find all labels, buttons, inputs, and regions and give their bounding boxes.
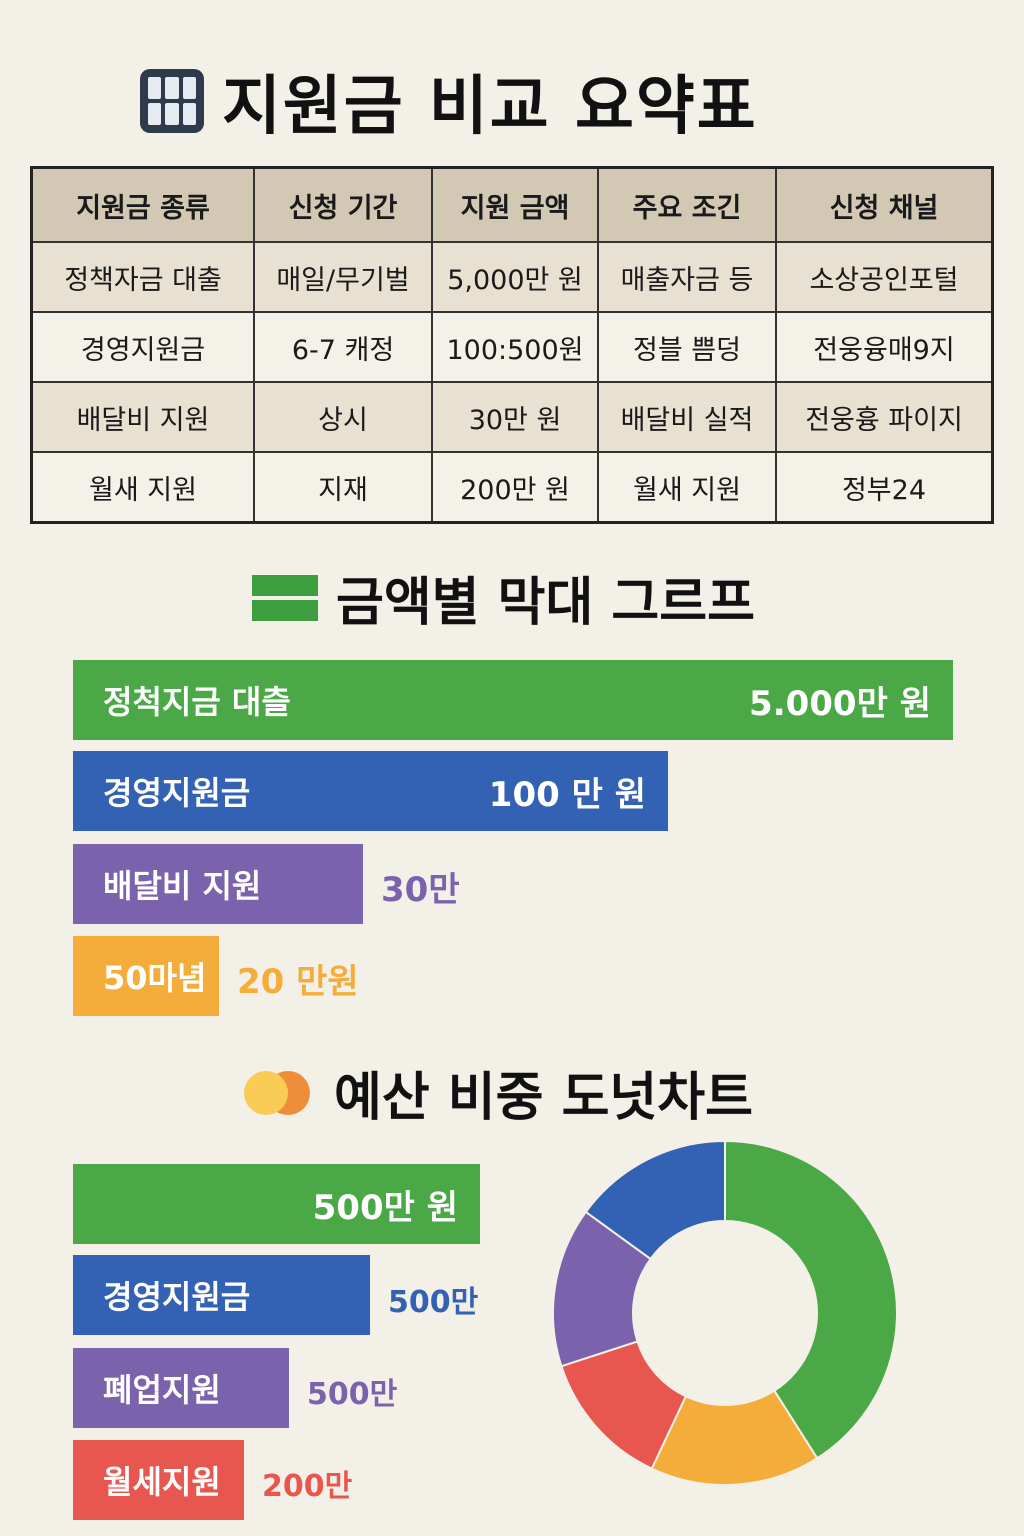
table-cell: 5,000만 원 [431,241,599,313]
column-header: 지원 금액 [431,166,599,243]
bar-value-label: 200만 [262,1469,353,1504]
bar: 50마념 [73,936,219,1016]
table-cell: 30만 원 [431,381,599,453]
table-cell: 배달비 지원 [30,381,255,453]
bar-chart-title: 금액별 막대 그르프 [252,560,755,635]
table-cell: 정책자금 대출 [30,241,255,313]
page-title-text: 지원금 비교 요약표 [222,70,758,144]
bar-value-label: 20 만원 [237,962,359,1002]
bar-label: 배달비 지원 [103,867,262,905]
table-icon [140,69,204,133]
bar-label: 경영지원금 [103,774,251,812]
bar-label: 경영지원금 [103,1278,251,1316]
bar-label: 50마념 [103,959,207,997]
bar-value-label: 500만 원 [312,1187,458,1228]
bar: 폐업지원 [73,1348,289,1428]
table-cell: 전웅흉 파이지 [775,381,994,453]
table-cell: 정블 쁨덩 [597,311,777,383]
table-cell: 상시 [253,381,433,453]
table-cell: 지재 [253,451,433,524]
bar-value-label: 500만 [388,1285,479,1320]
bar-value-label: 30만 [381,870,460,910]
table-cell: 소상공인포털 [775,241,994,313]
donut-icon [244,1069,316,1117]
column-header: 주요 조긴 [597,166,777,243]
table-cell: 전웅융매9지 [775,311,994,383]
column-header: 지원금 종류 [30,166,255,243]
bar: 배달비 지원 [73,844,363,924]
bar-label: 정척지금 대츨 [103,683,291,721]
table-cell: 매출자금 등 [597,241,777,313]
table-cell: 정부24 [775,451,994,524]
summary-table: 지원금 종류 신청 기간 지원 금액 주요 조긴 신청 채널 정책자금 대출 매… [30,166,994,524]
table-header-row: 지원금 종류 신청 기간 지원 금액 주요 조긴 신청 채널 [30,166,994,243]
table-row: 월새 지원 지재 200만 원 월새 지원 정부24 [30,451,994,524]
table-cell: 월새 지원 [30,451,255,524]
bar-label: 폐업지원 [103,1371,221,1409]
table-cell: 200만 원 [431,451,599,524]
table-cell: 6-7 캐정 [253,311,433,383]
bar-label: 월세지원 [103,1463,221,1501]
bar-value-label: 500만 [307,1377,398,1412]
bar: 경영지원금 [73,1255,370,1335]
donut-chart-title: 예산 비중 도넛차트 [244,1055,753,1130]
bar: 500만 원 [73,1164,480,1244]
bar-value-label: 100 만 원 [488,774,646,815]
bar-chart-title-text: 금액별 막대 그르프 [336,573,755,633]
bar: 경영지원금 100 만 원 [73,751,668,831]
donut-chart-title-text: 예산 비중 도넛차트 [334,1068,753,1128]
bar-value-label: 5.000만 원 [749,683,931,724]
donut-slice-4 [584,1139,726,1261]
donut-slice-0 [724,1139,898,1460]
table-row: 경영지원금 6-7 캐정 100:500원 정블 쁨덩 전웅융매9지 [30,311,994,383]
table-cell: 배달비 실적 [597,381,777,453]
table-cell: 월새 지원 [597,451,777,524]
bar-chart-icon [252,574,318,621]
table-cell: 100:500원 [431,311,599,383]
table-row: 정책자금 대출 매일/무기벌 5,000만 원 매출자금 등 소상공인포털 [30,241,994,313]
column-header: 신청 채널 [775,166,994,243]
table-cell: 경영지원금 [30,311,255,383]
donut-chart [552,1139,898,1486]
table-cell: 매일/무기벌 [253,241,433,313]
column-header: 신청 기간 [253,166,433,243]
table-row: 배달비 지원 상시 30만 원 배달비 실적 전웅흉 파이지 [30,381,994,453]
bar: 정척지금 대츨 5.000만 원 [73,660,953,740]
bar: 월세지원 [73,1440,244,1520]
page-title: 지원금 비교 요약표 [140,55,758,147]
